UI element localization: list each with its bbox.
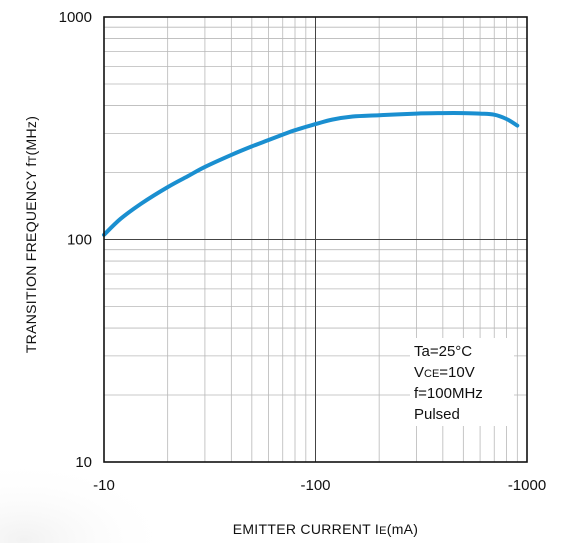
x-tick-label: -1000 [508,477,546,494]
y-tick-label: 1000 [59,9,92,26]
x-tick-labels: -10 -100 -1000 [93,477,546,494]
annotation-line: Ta=25°C [414,343,472,360]
y-axis-label: TRANSITION FREQUENCY fT(MHz) [23,116,39,353]
y-tick-label: 100 [67,232,92,249]
x-axis-label: EMITTER CURRENT IE(mA) [233,521,419,537]
y-tick-label: 10 [75,454,92,471]
annotation-line: VCE=10V [414,364,475,381]
annotation-line: f=100MHz [414,385,483,402]
x-tick-label: -10 [93,477,115,494]
grid [104,17,527,462]
series-line [102,111,520,237]
annotation-box [410,338,514,426]
annotation: Ta=25°C VCE=10V f=100MHz Pulsed [414,343,483,423]
annotation-line: Pulsed [414,406,460,423]
x-tick-label: -100 [300,477,330,494]
y-tick-labels: 10 100 1000 [59,9,92,471]
plot-frame [103,16,528,463]
